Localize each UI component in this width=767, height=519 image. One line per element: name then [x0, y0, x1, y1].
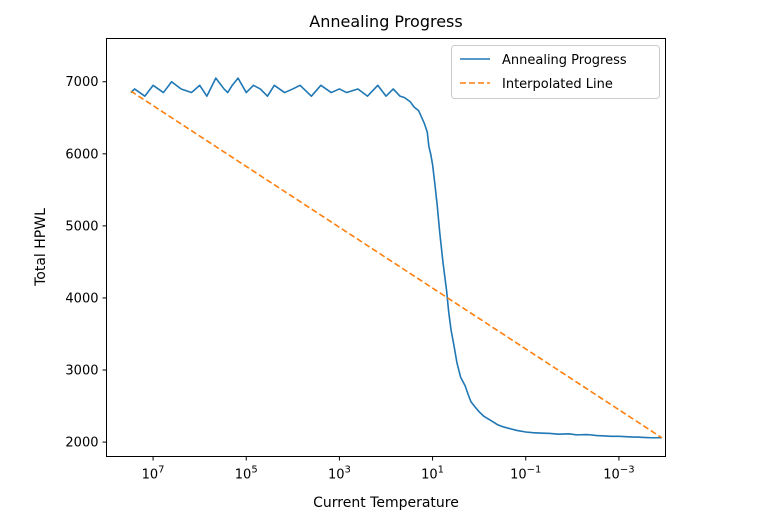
x-axis-label: Current Temperature — [313, 495, 459, 511]
legend-label-1: Interpolated Line — [502, 77, 613, 92]
y-axis-label: Total HPWL — [33, 208, 49, 287]
y-tick-label: 3000 — [65, 364, 98, 379]
y-tick-label: 6000 — [65, 147, 98, 162]
x-tick-label: 101 — [421, 465, 444, 483]
series-line-0 — [130, 77, 662, 439]
y-tick-label: 2000 — [65, 436, 98, 451]
plot-frame — [106, 38, 666, 457]
legend-label-0: Annealing Progress — [502, 53, 627, 68]
x-tick-label: 10−3 — [603, 465, 634, 483]
plot-area — [130, 77, 663, 439]
y-tick-label: 5000 — [65, 219, 98, 234]
y-tick-label: 4000 — [65, 291, 98, 306]
x-tick-label: 105 — [235, 465, 258, 483]
legend: Annealing Progress Interpolated Line — [451, 45, 660, 99]
chart-title: Annealing Progress — [309, 12, 462, 31]
x-axis: 107 105 103 101 10−1 10−3 — [142, 456, 635, 483]
series-line-1 — [130, 90, 663, 439]
x-tick-label: 10−1 — [510, 465, 541, 483]
y-axis: 2000 3000 4000 5000 6000 7000 — [65, 75, 107, 451]
x-tick-label: 103 — [328, 465, 351, 483]
x-tick-label: 107 — [142, 465, 165, 483]
y-tick-label: 7000 — [65, 75, 98, 90]
legend-box — [451, 45, 660, 99]
